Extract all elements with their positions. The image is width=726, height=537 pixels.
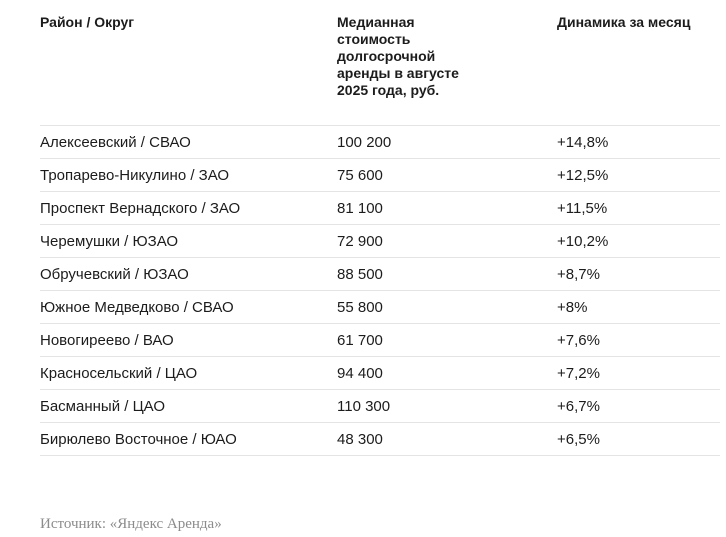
table-row: Обручевский / ЮЗАО 88 500 +8,7% [40, 257, 720, 291]
change-cell: +10,2% [557, 232, 609, 250]
district-cell: Черемушки / ЮЗАО [40, 232, 179, 250]
change-cell: +6,7% [557, 397, 600, 415]
district-cell: Обручевский / ЮЗАО [40, 265, 189, 283]
district-cell: Красносельский / ЦАО [40, 364, 198, 382]
price-cell: 55 800 [337, 298, 383, 316]
table-row: Басманный / ЦАО 110 300 +6,7% [40, 389, 720, 423]
district-cell: Проспект Вернадского / ЗАО [40, 199, 241, 217]
price-cell: 110 300 [337, 397, 391, 415]
table-row: Тропарево-Никулино / ЗАО 75 600 +12,5% [40, 158, 720, 192]
price-cell: 75 600 [337, 166, 383, 184]
header-change: Динамика за месяц [557, 14, 720, 126]
change-cell: +12,5% [557, 166, 609, 184]
change-cell: +6,5% [557, 430, 600, 448]
price-cell: 88 500 [337, 265, 383, 283]
district-cell: Басманный / ЦАО [40, 397, 166, 415]
header-district: Район / Округ [40, 14, 337, 126]
change-cell: +8,7% [557, 265, 600, 283]
table-row: Бирюлево Восточное / ЮАО 48 300 +6,5% [40, 422, 720, 456]
header-price: Медианная стоимость долгосрочной аренды … [337, 14, 557, 126]
price-cell: 61 700 [337, 331, 383, 349]
table-row: Алексеевский / СВАО 100 200 +14,8% [40, 125, 720, 159]
price-cell: 81 100 [337, 199, 383, 217]
table-row: Южное Медведково / СВАО 55 800 +8% [40, 290, 720, 324]
table-row: Новогиреево / ВАО 61 700 +7,6% [40, 323, 720, 357]
change-cell: +7,6% [557, 331, 600, 349]
price-cell: 48 300 [337, 430, 383, 448]
change-cell: +14,8% [557, 133, 609, 151]
district-cell: Бирюлево Восточное / ЮАО [40, 430, 237, 448]
price-cell: 72 900 [337, 232, 383, 250]
district-cell: Новогиреево / ВАО [40, 331, 174, 349]
table-header: Район / Округ Медианная стоимость долгос… [40, 14, 720, 126]
table-body: Алексеевский / СВАО 100 200 +14,8% Тропарев… [40, 125, 720, 456]
price-cell: 94 400 [337, 364, 383, 382]
district-cell: Алексеевский / СВАО [40, 133, 191, 151]
header-change-label: Динамика за месяц [557, 14, 691, 30]
source-note: Источник: «Яндекс Аренда» [40, 516, 222, 532]
table-row: Красносельский / ЦАО 94 400 +7,2% [40, 356, 720, 390]
district-cell: Тропарево-Никулино / ЗАО [40, 166, 230, 184]
rent-table: Район / Округ Медианная стоимость долгос… [40, 14, 720, 456]
change-cell: +11,5% [557, 199, 608, 217]
table-row: Проспект Вернадского / ЗАО 81 100 +11,5% [40, 191, 720, 225]
table-row: Черемушки / ЮЗАО 72 900 +10,2% [40, 224, 720, 258]
change-cell: +8% [557, 298, 588, 316]
header-row: Район / Округ Медианная стоимость долгос… [40, 14, 720, 126]
district-cell: Южное Медведково / СВАО [40, 298, 234, 316]
price-cell: 100 200 [337, 133, 392, 151]
header-district-label: Район / Округ [40, 14, 135, 30]
header-price-label: Медианная стоимость долгосрочной аренды … [337, 14, 459, 98]
change-cell: +7,2% [557, 364, 600, 382]
